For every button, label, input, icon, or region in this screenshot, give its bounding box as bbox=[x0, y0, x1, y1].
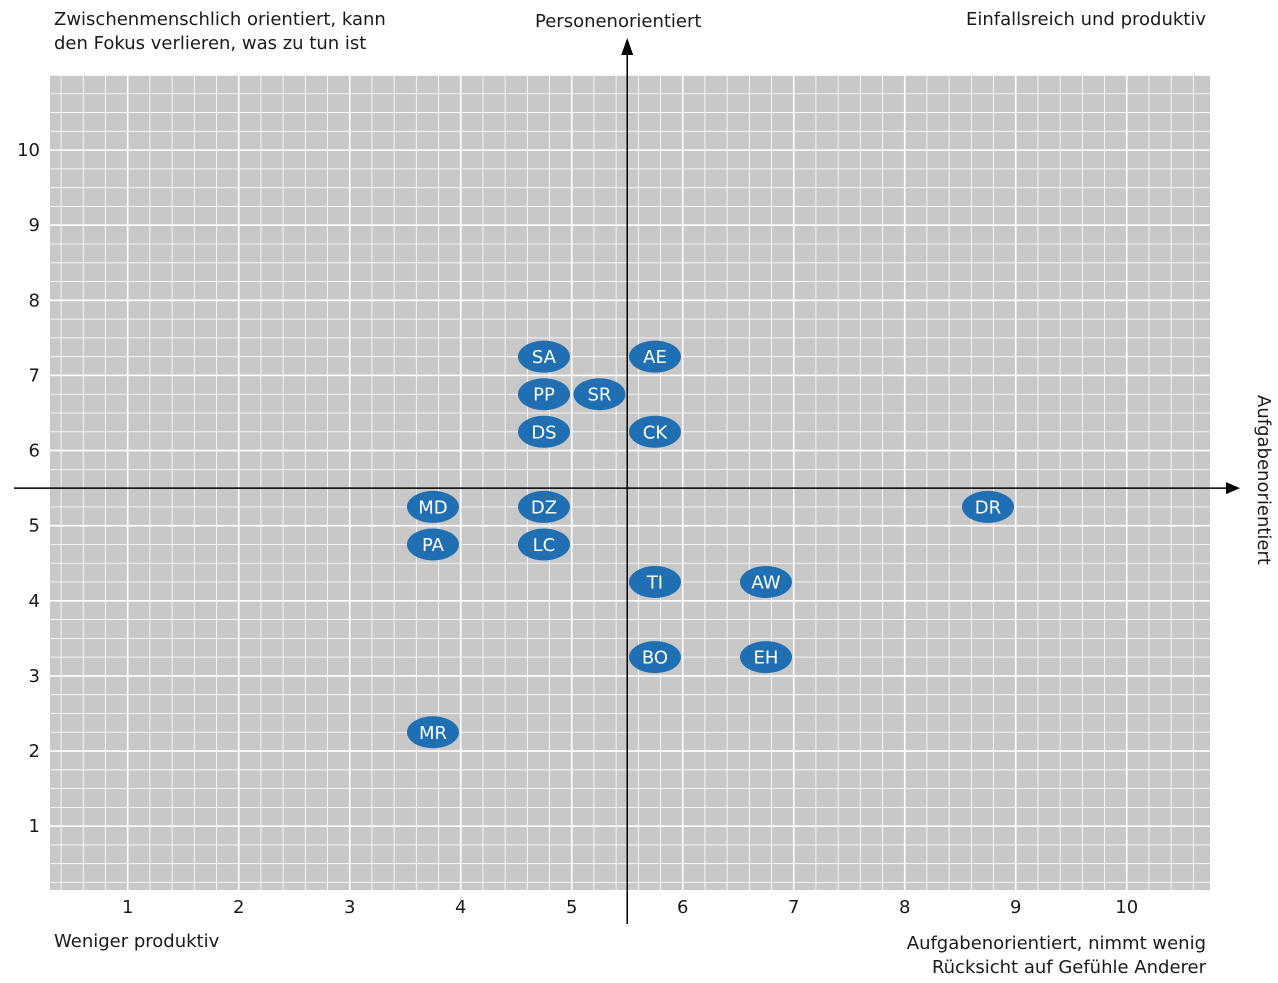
point-label: EH bbox=[754, 648, 779, 669]
data-point-lc: LC bbox=[517, 528, 570, 561]
y-tick-label: 10 bbox=[17, 140, 40, 161]
bottom-right-quadrant-label: Aufgabenorientiert, nimmt wenig Rücksich… bbox=[906, 933, 1206, 978]
data-points: SA AE PP SR DS CK MD DZ DR PA LC TI AW BO EH MR bbox=[406, 340, 1014, 749]
grid-lines bbox=[50, 74, 1210, 890]
point-label: DS bbox=[531, 422, 556, 443]
point-marker bbox=[517, 378, 570, 411]
y-axis-arrow bbox=[621, 38, 634, 55]
data-point-dz: DZ bbox=[517, 490, 570, 523]
point-label: AE bbox=[643, 347, 667, 368]
point-label: AW bbox=[751, 573, 780, 594]
x-tick-label: 4 bbox=[455, 897, 466, 918]
point-label: DZ bbox=[531, 497, 557, 518]
x-tick-label: 3 bbox=[344, 897, 355, 918]
point-label: SA bbox=[532, 347, 557, 368]
y-tick-label: 1 bbox=[29, 816, 40, 837]
point-label: TI bbox=[646, 573, 663, 594]
x-axis-arrow bbox=[1226, 482, 1240, 495]
point-label: LC bbox=[533, 535, 556, 556]
data-point-ck: CK bbox=[628, 415, 681, 448]
point-label: PP bbox=[533, 385, 555, 406]
x-axis-title: Aufgabenorientiert bbox=[1253, 395, 1274, 565]
data-point-aw: AW bbox=[739, 566, 792, 599]
point-label: MR bbox=[419, 723, 447, 744]
x-tick-label: 1 bbox=[122, 897, 133, 918]
y-tick-label: 6 bbox=[29, 441, 40, 462]
plot-background bbox=[50, 75, 1210, 890]
point-marker bbox=[628, 415, 681, 448]
y-tick-label: 3 bbox=[29, 666, 40, 687]
data-point-ti: TI bbox=[628, 566, 681, 599]
data-point-bo: BO bbox=[628, 641, 681, 674]
x-tick-label: 7 bbox=[788, 897, 799, 918]
top-left-quadrant-label: Zwischenmenschlich orientiert, kann den … bbox=[54, 9, 386, 54]
data-point-ae: AE bbox=[628, 340, 681, 373]
data-point-dr: DR bbox=[961, 490, 1014, 523]
top-right-quadrant-label: Einfallsreich und produktiv bbox=[965, 9, 1206, 30]
bottom-left-quadrant-label: Weniger produktiv bbox=[54, 931, 220, 952]
x-tick-label: 5 bbox=[566, 897, 577, 918]
point-marker bbox=[628, 340, 681, 373]
data-point-eh: EH bbox=[739, 641, 792, 674]
data-point-ds: DS bbox=[517, 415, 570, 448]
point-marker bbox=[628, 566, 681, 599]
point-marker bbox=[406, 490, 459, 523]
point-marker bbox=[628, 641, 681, 674]
y-tick-label: 7 bbox=[29, 365, 40, 386]
point-label: CK bbox=[643, 422, 669, 443]
data-point-md: MD bbox=[406, 490, 459, 523]
point-marker bbox=[406, 716, 459, 749]
x-tick-label: 8 bbox=[899, 897, 910, 918]
point-marker bbox=[517, 490, 570, 523]
x-tick-label: 10 bbox=[1115, 897, 1138, 918]
y-axis-title: Personenorientiert bbox=[535, 11, 702, 32]
data-point-sr: SR bbox=[573, 378, 626, 411]
point-marker bbox=[517, 340, 570, 373]
data-point-pp: PP bbox=[517, 378, 570, 411]
y-tick-label: 4 bbox=[29, 591, 40, 612]
tick-labels: 1 2 3 4 5 6 7 8 9 10 1 2 3 4 5 6 7 8 9 10 bbox=[17, 140, 1138, 918]
point-label: PA bbox=[422, 535, 445, 556]
y-tick-label: 8 bbox=[29, 290, 40, 311]
x-tick-label: 2 bbox=[233, 897, 244, 918]
point-label: SR bbox=[588, 385, 612, 406]
point-marker bbox=[961, 490, 1014, 523]
data-point-pa: PA bbox=[406, 528, 459, 561]
point-marker bbox=[517, 415, 570, 448]
point-marker bbox=[739, 641, 792, 674]
y-tick-label: 2 bbox=[29, 741, 40, 762]
x-tick-label: 9 bbox=[1010, 897, 1021, 918]
axes bbox=[14, 38, 1240, 924]
x-tick-label: 6 bbox=[677, 897, 688, 918]
point-label: DR bbox=[975, 497, 1001, 518]
point-label: MD bbox=[418, 497, 447, 518]
point-marker bbox=[517, 528, 570, 561]
y-tick-label: 9 bbox=[29, 215, 40, 236]
point-marker bbox=[406, 528, 459, 561]
data-point-sa: SA bbox=[517, 340, 570, 373]
data-point-mr: MR bbox=[406, 716, 459, 749]
point-label: BO bbox=[642, 648, 668, 669]
point-marker bbox=[573, 378, 626, 411]
point-marker bbox=[739, 566, 792, 599]
y-tick-label: 5 bbox=[29, 516, 40, 537]
